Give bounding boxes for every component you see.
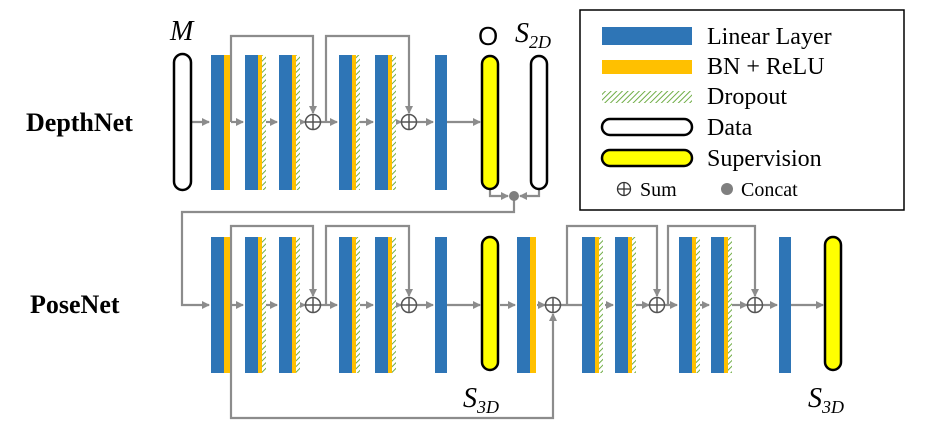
posenet-sum-3 bbox=[544, 296, 562, 314]
posenet-linear-final bbox=[779, 237, 791, 373]
legend-concat-label: Concat bbox=[741, 179, 798, 201]
depthnet-output-supervision bbox=[480, 54, 500, 191]
posenet-sum-4 bbox=[648, 296, 666, 314]
bn-relu-layer bbox=[224, 55, 230, 190]
posenet-block-8 bbox=[615, 237, 636, 373]
wires bbox=[180, 34, 824, 420]
output-o-label: O bbox=[478, 21, 498, 51]
depthnet-block-5 bbox=[375, 55, 396, 190]
legend-data-label: Data bbox=[707, 115, 753, 141]
depthnet-output-linear bbox=[435, 55, 447, 190]
s2d-data bbox=[529, 54, 549, 191]
posenet-block-3 bbox=[279, 237, 300, 373]
legend-linear-label: Linear Layer bbox=[707, 24, 832, 50]
posenet-block-2 bbox=[245, 237, 266, 373]
posenet-supervision-1 bbox=[480, 235, 500, 372]
depthnet-block-1 bbox=[211, 55, 230, 190]
posenet-supervision-2 bbox=[823, 235, 843, 372]
s3d-label-1: S3D bbox=[463, 383, 499, 417]
legend-dropout-swatch bbox=[602, 91, 692, 103]
concat-node bbox=[509, 191, 519, 201]
posenet-label: PoseNet bbox=[30, 290, 120, 319]
legend-linear-swatch bbox=[602, 27, 692, 45]
depthnet-input-data bbox=[172, 52, 193, 192]
s3d-label-2: S3D bbox=[808, 383, 844, 417]
legend: Linear Layer BN + ReLU Dropout Data Supe… bbox=[579, 9, 905, 211]
legend-dropout-label: Dropout bbox=[707, 84, 787, 110]
s2d-label: S2D bbox=[515, 18, 551, 52]
legend-sum-label: Sum bbox=[640, 179, 677, 201]
posenet-block-5 bbox=[375, 237, 396, 373]
posenet-block-9 bbox=[679, 237, 700, 373]
posenet-block-7 bbox=[582, 237, 603, 373]
linear-layer bbox=[211, 55, 224, 190]
posenet-block-1 bbox=[211, 237, 230, 373]
posenet-linear-1 bbox=[435, 237, 447, 373]
depthnet-block-2 bbox=[245, 55, 266, 190]
legend-supervision-swatch bbox=[600, 148, 694, 168]
posenet-sum-1 bbox=[304, 296, 322, 314]
posenet-sum-5 bbox=[746, 296, 764, 314]
legend-data-swatch bbox=[600, 117, 694, 137]
posenet-block-6 bbox=[517, 237, 536, 373]
legend-bn-label: BN + ReLU bbox=[707, 54, 825, 80]
posenet-sum-2 bbox=[400, 296, 418, 314]
legend-bn-swatch bbox=[602, 60, 692, 74]
legend-supervision-label: Supervision bbox=[707, 146, 822, 172]
posenet-block-10 bbox=[711, 237, 732, 373]
concat-icon bbox=[721, 183, 733, 195]
depthnet-block-3 bbox=[279, 55, 300, 190]
posenet-block-4 bbox=[339, 237, 360, 373]
depthnet-sum-2 bbox=[400, 113, 418, 131]
depthnet-block-4 bbox=[339, 55, 360, 190]
sum-icon bbox=[616, 181, 632, 197]
input-m-label: M bbox=[169, 16, 195, 47]
depthnet-sum-1 bbox=[304, 113, 322, 131]
depthnet-label: DepthNet bbox=[26, 108, 133, 137]
